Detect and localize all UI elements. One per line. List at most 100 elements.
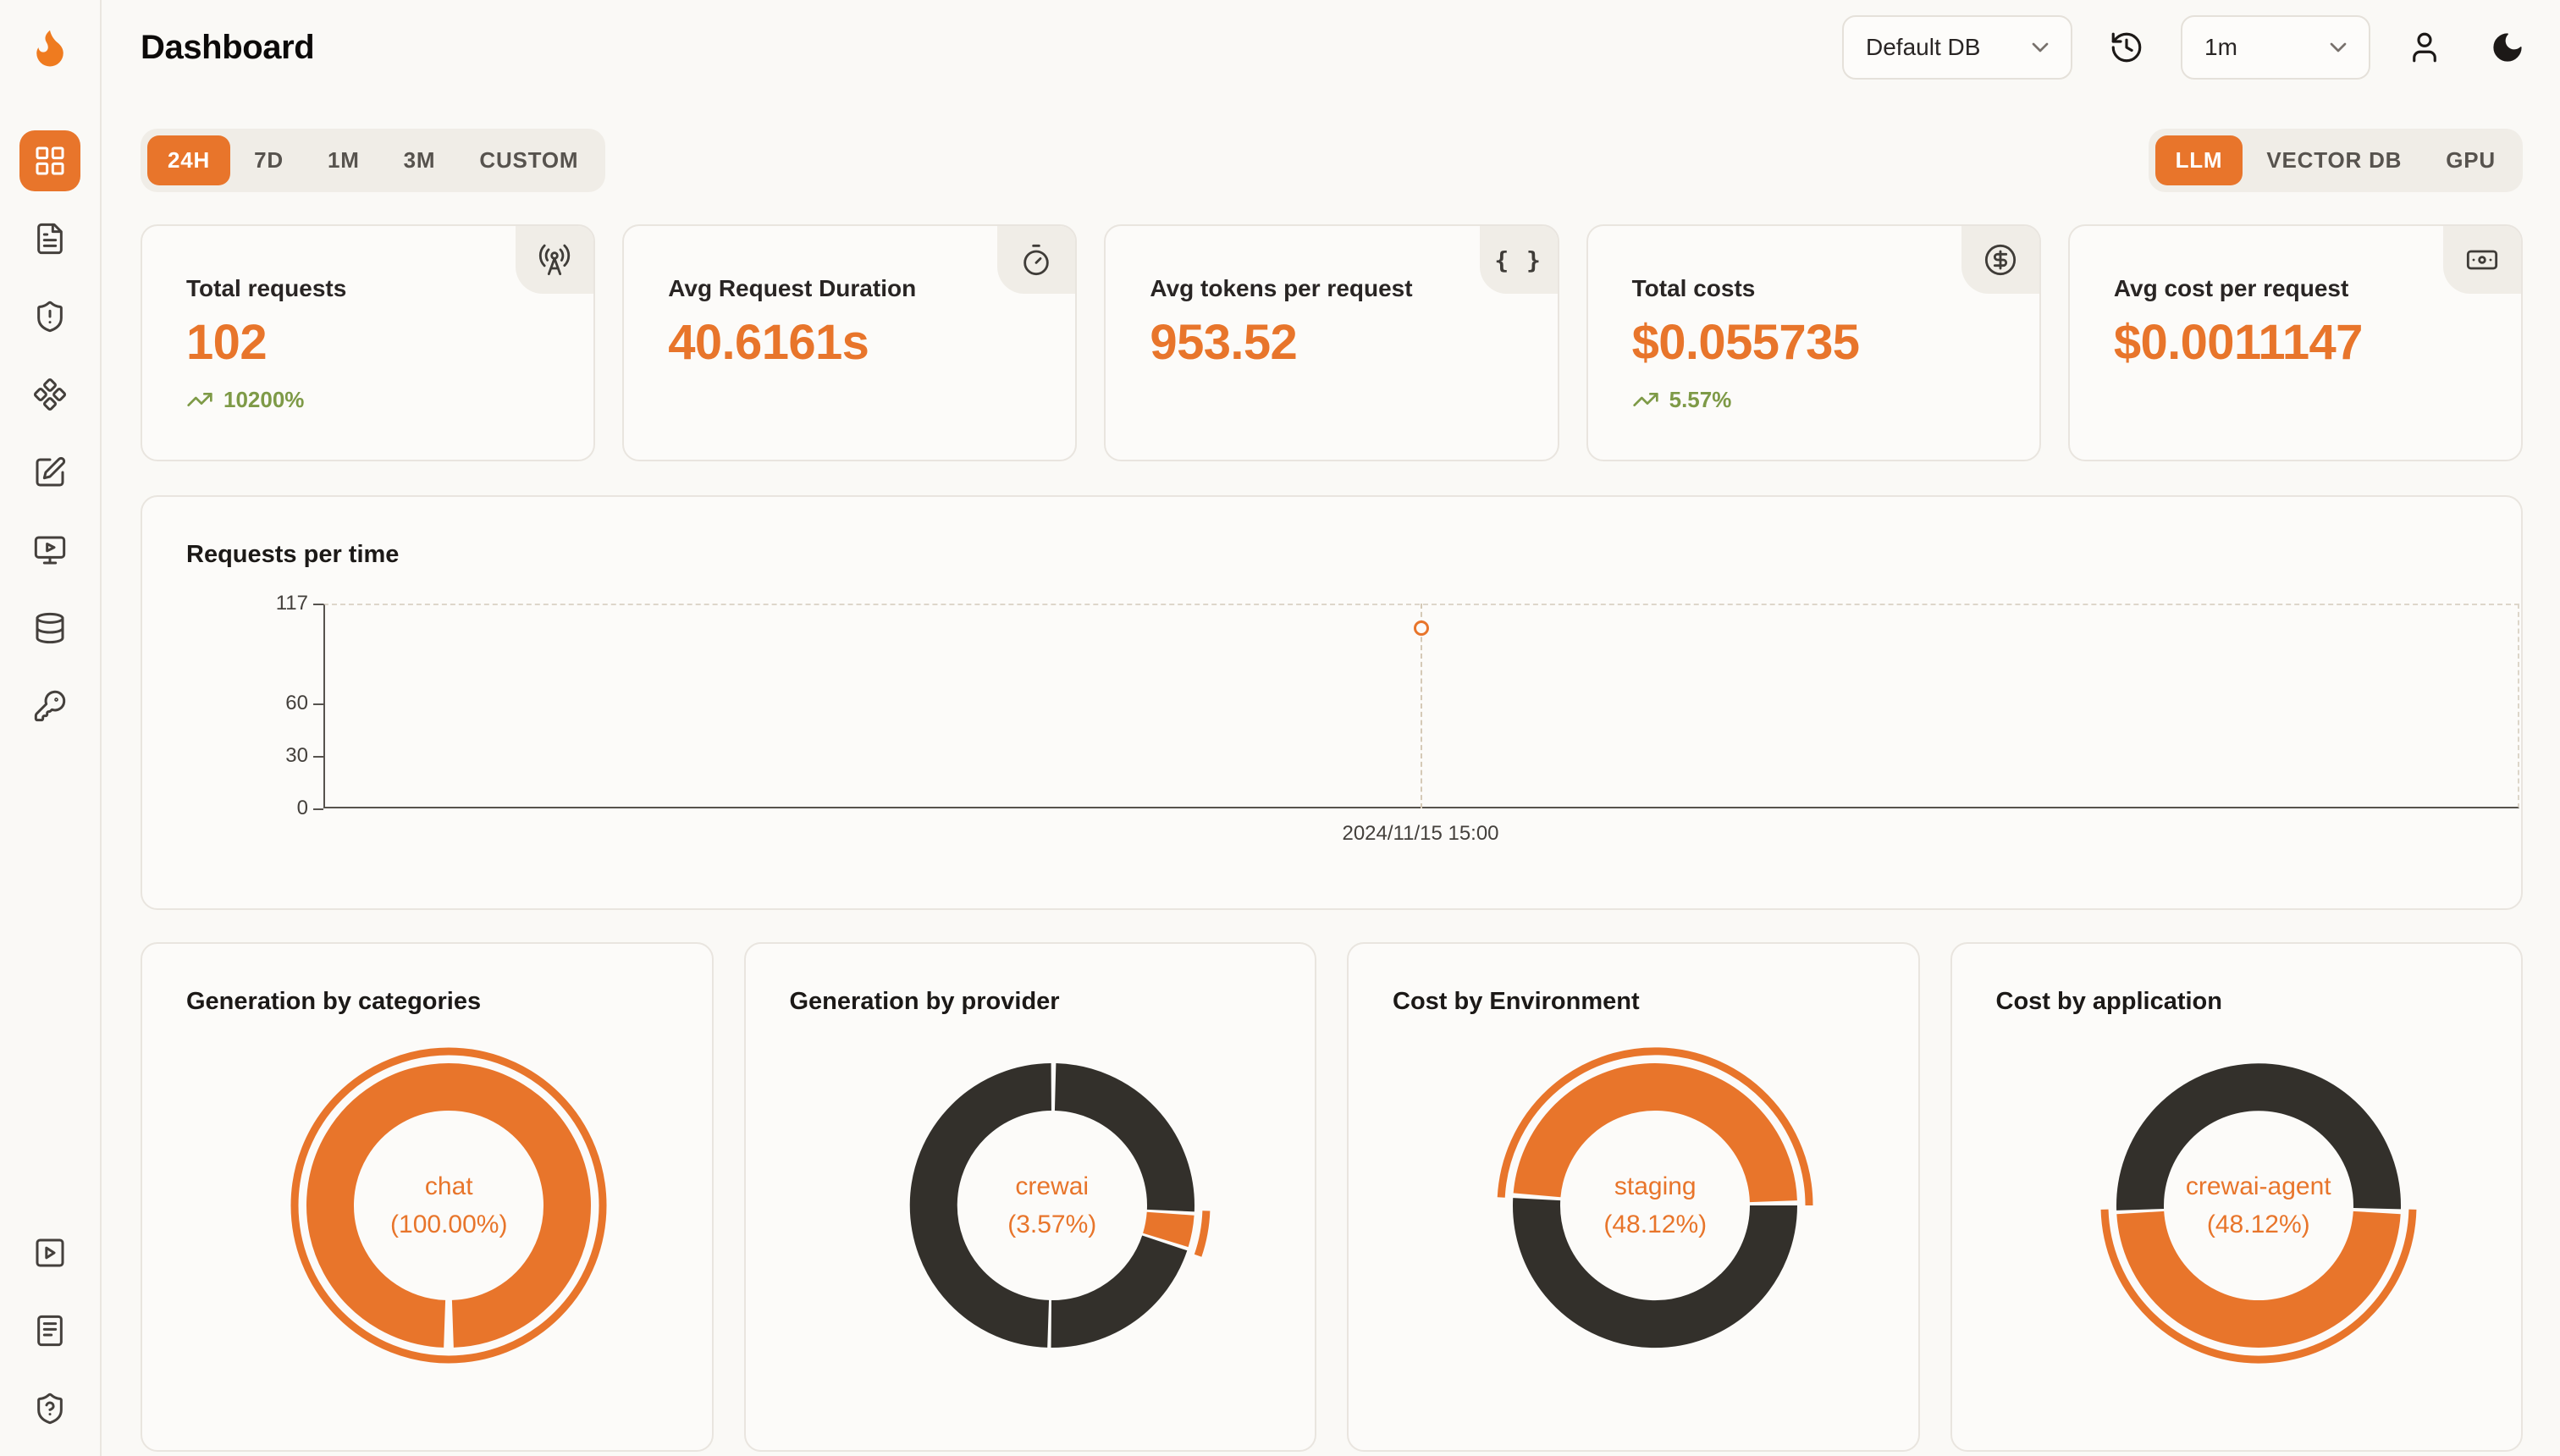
edit-square-icon <box>36 456 66 487</box>
sidebar-footer-item-1[interactable] <box>19 1222 80 1283</box>
donut-chart-wrap: staging (48.12%) <box>1486 1036 1824 1375</box>
tab-24h[interactable]: 24H <box>147 135 231 185</box>
data-point-marker <box>1414 620 1429 636</box>
chart-title: Generation by categories <box>186 988 482 1015</box>
sidebar-nav <box>19 130 80 736</box>
generation-by-provider-card: Generation by provider crewai (3.57%) <box>743 942 1316 1452</box>
sidebar <box>0 0 102 1456</box>
sidebar-item-5[interactable] <box>19 442 80 503</box>
dashboard-content: 24H 7D 1M 3M CUSTOM LLM VECTOR DB GPU <box>102 95 2560 1456</box>
stat-card-avg-duration: Avg Request Duration 40.6161s <box>622 224 1078 461</box>
stat-badge <box>2443 226 2522 294</box>
database-icon <box>36 612 64 644</box>
circle-dollar-icon <box>1984 244 2016 276</box>
stat-value: 102 <box>186 315 268 370</box>
database-selector[interactable]: Default DB <box>1842 15 2072 80</box>
sidebar-item-3[interactable] <box>19 286 80 347</box>
filter-tabs-row: 24H 7D 1M 3M CUSTOM LLM VECTOR DB GPU <box>141 129 2523 192</box>
stat-card-avg-tokens: { } Avg tokens per request 953.52 <box>1104 224 1559 461</box>
x-axis-label: 2024/11/15 15:00 <box>1342 822 1499 845</box>
stat-title: Avg tokens per request <box>1150 275 1413 301</box>
chart-title: Cost by Environment <box>1393 988 1640 1015</box>
stat-title: Avg cost per request <box>2113 275 2349 301</box>
radio-tower-icon <box>539 244 571 276</box>
stat-value: 953.52 <box>1150 315 1298 370</box>
stat-value: $0.055735 <box>1631 315 1860 370</box>
interval-selector-value: 1m <box>2204 34 2237 60</box>
stat-card-avg-cost: Avg cost per request $0.0011147 <box>2067 224 2524 461</box>
donut-chart-wrap: crewai-agent (48.12%) <box>2089 1036 2428 1375</box>
stat-badge <box>997 226 1076 294</box>
sidebar-item-2[interactable] <box>19 208 80 269</box>
app-logo <box>27 0 73 95</box>
key-icon <box>34 690 66 722</box>
stat-badge <box>1961 226 2039 294</box>
stat-title: Total costs <box>1631 275 1756 301</box>
stat-delta-value: 5.57% <box>1669 386 1732 412</box>
shield-question-icon <box>37 1393 63 1425</box>
stat-delta: 10200% <box>186 386 593 413</box>
tab-gpu[interactable]: GPU <box>2446 147 2496 173</box>
trend-up-icon <box>1632 393 1658 406</box>
axis-pointer-line <box>1421 604 1422 808</box>
page-title: Dashboard <box>141 28 315 66</box>
stat-card-total-requests: Total requests 102 10200% <box>141 224 596 461</box>
diamonds-icon <box>33 378 67 411</box>
sidebar-item-8[interactable] <box>19 676 80 736</box>
y-tick-mark <box>313 756 323 758</box>
tab-7d[interactable]: 7D <box>254 147 284 173</box>
banknote-icon <box>2466 250 2498 270</box>
chevron-down-icon <box>2330 42 2347 52</box>
tab-3m[interactable]: 3M <box>403 147 436 173</box>
moon-icon <box>2493 33 2522 62</box>
stat-delta: 5.57% <box>1632 386 2039 413</box>
database-selector-value: Default DB <box>1866 34 1981 60</box>
donut-chart <box>909 1063 1211 1348</box>
stat-cards-row: Total requests 102 10200% Avg Request Du… <box>141 224 2524 461</box>
y-tick-label: 0 <box>296 797 308 819</box>
sidebar-item-6[interactable] <box>19 520 80 581</box>
cost-by-environment-card: Cost by Environment staging (48.12%) <box>1347 942 1920 1452</box>
tab-custom[interactable]: CUSTOM <box>479 147 579 173</box>
tab-1m[interactable]: 1M <box>327 147 360 173</box>
dark-mode-toggle[interactable] <box>2479 19 2536 76</box>
file-text-icon <box>37 223 63 255</box>
tab-vector-db[interactable]: VECTOR DB <box>2266 147 2403 173</box>
y-tick-mark <box>313 703 323 705</box>
tab-llm[interactable]: LLM <box>2154 135 2243 185</box>
trend-up-icon <box>187 393 212 406</box>
refresh-history-button[interactable] <box>2098 19 2155 76</box>
flame-icon <box>36 30 63 67</box>
chart-title: Cost by application <box>1995 988 2222 1015</box>
dashboard-grid-icon <box>36 146 64 175</box>
generation-by-categories-card: Generation by categories chat (100.00%) <box>141 942 714 1452</box>
stat-title: Total requests <box>186 275 347 301</box>
stat-badge: { } <box>1479 226 1558 294</box>
stat-title: Avg Request Duration <box>668 275 917 301</box>
donut-chart <box>1497 1047 1813 1348</box>
time-range-tabs: 24H 7D 1M 3M CUSTOM <box>141 129 606 192</box>
sidebar-item-4[interactable] <box>19 364 80 425</box>
sidebar-footer-item-2[interactable] <box>19 1300 80 1361</box>
document-lines-icon <box>37 1315 63 1347</box>
sidebar-footer-nav <box>19 1222 80 1439</box>
sidebar-item-dashboard[interactable] <box>19 130 80 191</box>
main-area: Dashboard Default DB 1m <box>102 0 2560 1456</box>
sidebar-item-7[interactable] <box>19 598 80 659</box>
chart-title: Generation by provider <box>789 988 1060 1015</box>
chart-title: Requests per time <box>186 541 400 568</box>
donut-chart-wrap: chat (100.00%) <box>279 1036 618 1375</box>
y-tick-mark <box>313 808 323 810</box>
y-tick-label: 30 <box>285 744 308 767</box>
sidebar-footer-item-3[interactable] <box>19 1378 80 1439</box>
user-profile-button[interactable] <box>2396 19 2453 76</box>
y-tick-label: 117 <box>275 592 308 615</box>
interval-selector[interactable]: 1m <box>2181 15 2370 80</box>
header-controls: Default DB 1m <box>1842 15 2536 80</box>
requests-per-time-chart-card: Requests per time 117 60 30 0 2024/11/15… <box>141 495 2523 910</box>
user-icon <box>2413 32 2436 63</box>
stat-value: 40.6161s <box>668 315 869 370</box>
header: Dashboard Default DB 1m <box>102 0 2560 95</box>
y-tick-label: 60 <box>285 692 308 714</box>
donut-cards-row: Generation by categories chat (100.00%) … <box>141 942 2523 1452</box>
